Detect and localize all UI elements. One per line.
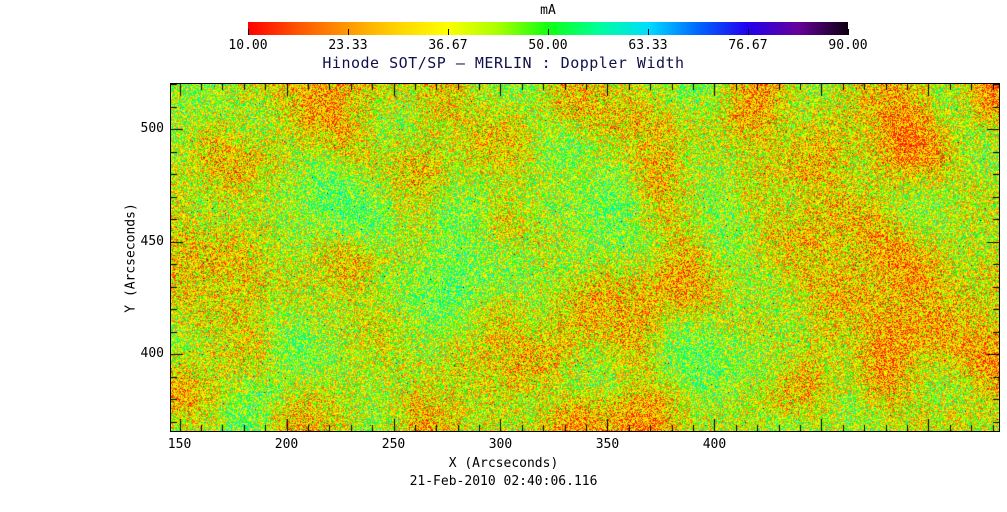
- colorbar-tick-label: 23.33: [328, 38, 368, 53]
- plot-area: [170, 83, 1000, 432]
- axis-ticks-canvas: [171, 84, 999, 431]
- y-tick-label: 450: [140, 233, 164, 249]
- colorbar-gradient: [248, 22, 848, 35]
- x-tick-label: 250: [381, 437, 406, 452]
- colorbar-tick-label: 36.67: [428, 38, 468, 53]
- observation-timestamp: 21-Feb-2010 02:40:06.116: [409, 474, 598, 489]
- colorbar-tick-label: 10.00: [228, 38, 268, 53]
- colorbar-tick-mark: [348, 29, 349, 35]
- colorbar-tick-mark: [248, 29, 249, 35]
- x-tick-label: 400: [702, 437, 727, 452]
- colorbar-tick-mark: [648, 29, 649, 35]
- x-axis-label: X (Arcseconds): [448, 456, 559, 471]
- colorbar-tick-label: 76.67: [728, 38, 768, 53]
- y-axis-label: Y (Arcseconds): [123, 203, 139, 313]
- colorbar-tick-mark: [848, 29, 849, 35]
- x-tick-label: 300: [488, 437, 513, 452]
- colorbar-tick-label: 63.33: [628, 38, 668, 53]
- x-tick-label: 200: [274, 437, 299, 452]
- y-tick-label: 400: [140, 346, 164, 362]
- colorbar-tick-label: 50.00: [528, 38, 568, 53]
- x-tick-label: 350: [595, 437, 620, 452]
- colorbar-tick-mark: [548, 29, 549, 35]
- x-tick-label: 150: [167, 437, 192, 452]
- colorbar-title: mA: [540, 3, 556, 18]
- plot-title: Hinode SOT/SP — MERLIN : Doppler Width: [322, 54, 685, 72]
- colorbar-tick-label: 90.00: [828, 38, 868, 53]
- colorbar-tick-mark: [448, 29, 449, 35]
- y-tick-label: 500: [140, 121, 164, 137]
- colorbar-tick-mark: [748, 29, 749, 35]
